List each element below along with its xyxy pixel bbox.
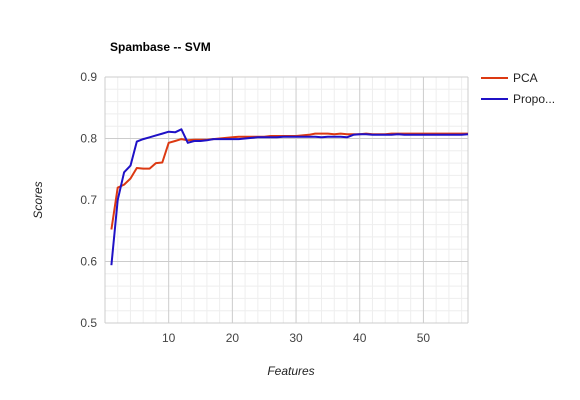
y-axis-ticks: 0.5 0.6 0.7 0.8 0.9 [80, 70, 97, 330]
y-axis-title: Scores [31, 181, 45, 218]
legend: PCA Propo... [481, 71, 555, 106]
legend-label-1: Propo... [513, 92, 555, 106]
chart-title: Spambase -- SVM [110, 40, 211, 54]
x-tick-label: 30 [289, 331, 303, 345]
series-line-0 [110, 132, 468, 230]
y-tick-label: 0.9 [80, 70, 97, 84]
series-lines [110, 128, 469, 266]
series-line-1 [110, 128, 469, 266]
y-tick-label: 0.7 [80, 193, 97, 207]
x-tick-label: 40 [353, 331, 367, 345]
x-axis-title: Features [267, 364, 314, 378]
y-tick-label: 0.8 [80, 132, 97, 146]
y-tick-label: 0.6 [80, 255, 97, 269]
y-tick-label: 0.5 [80, 316, 97, 330]
x-tick-label: 20 [226, 331, 240, 345]
x-tick-label: 50 [417, 331, 431, 345]
gridlines [104, 76, 469, 324]
legend-label-0: PCA [513, 71, 538, 85]
x-tick-label: 10 [162, 331, 176, 345]
x-axis-ticks: 10 20 30 40 50 [162, 331, 430, 345]
